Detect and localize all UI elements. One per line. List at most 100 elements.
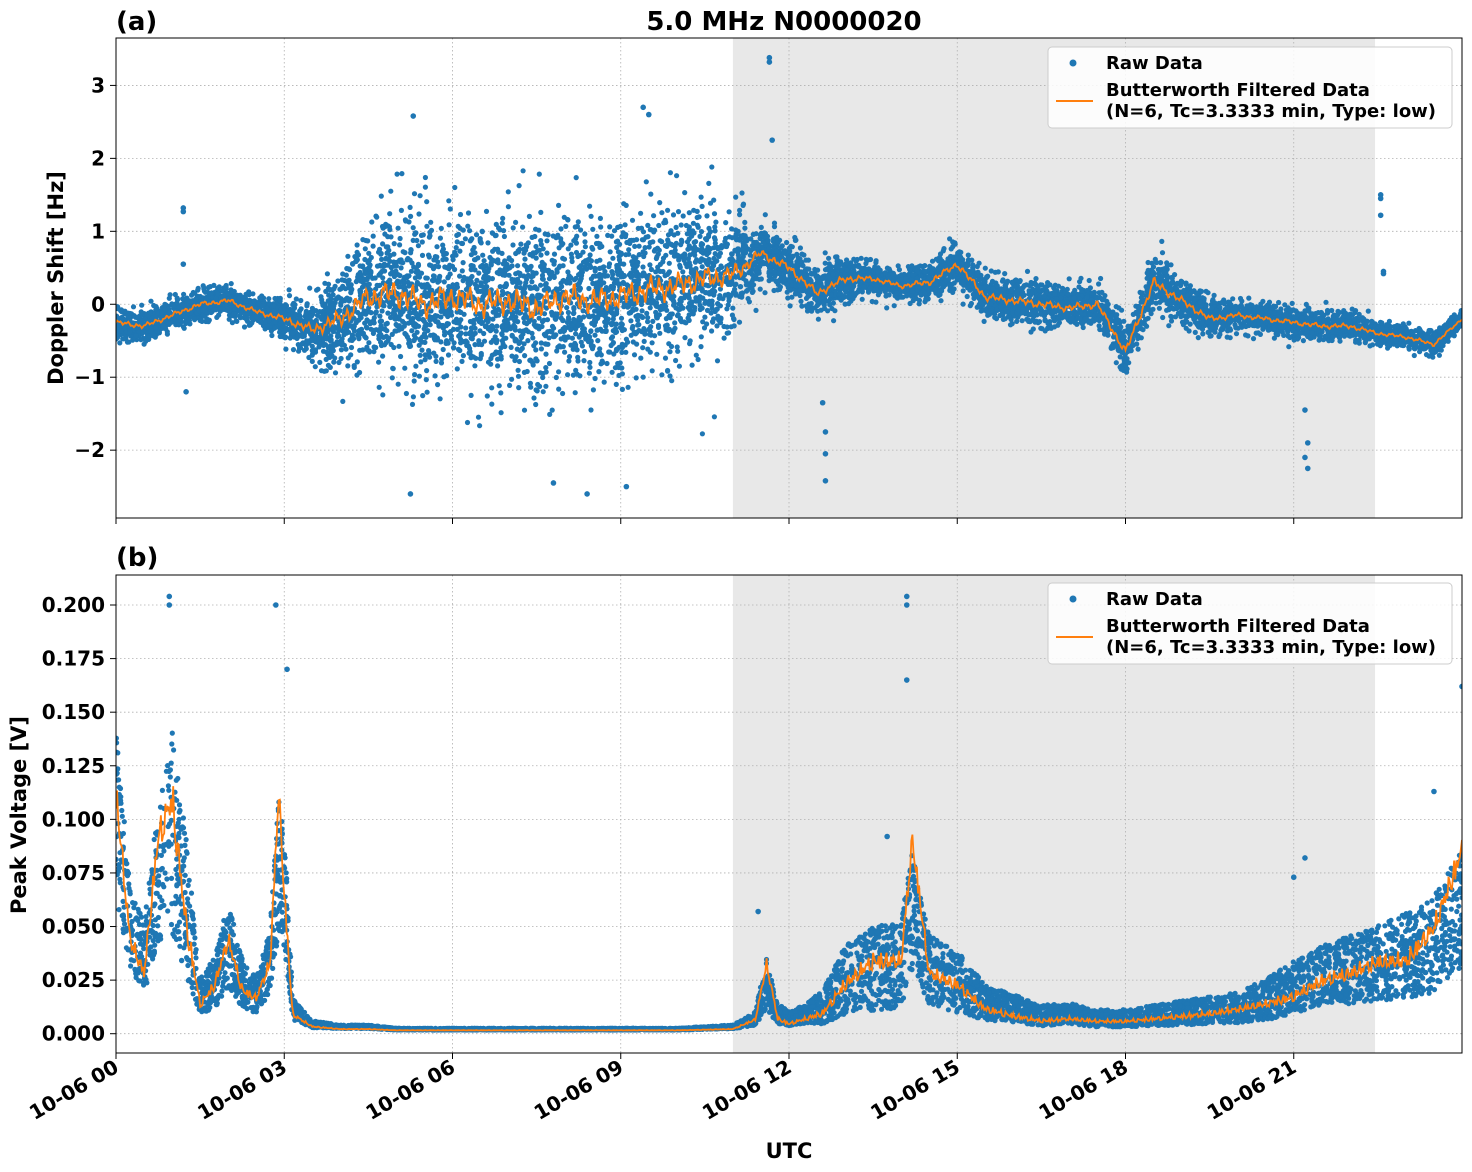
raw-data-point [533,401,539,408]
raw-data-point [981,318,987,324]
raw-data-point [1066,276,1072,282]
raw-data-point [976,260,982,266]
raw-data-point [446,198,452,204]
raw-data-point [631,352,638,358]
raw-data-point [884,265,891,271]
raw-data-point [964,293,970,300]
raw-data-point [687,252,693,258]
raw-data-point [354,359,360,365]
raw-data-point [509,332,515,338]
raw-data-point [468,353,474,359]
raw-data-point [618,315,625,321]
raw-data-point [884,305,890,311]
raw-data-point [675,230,681,236]
raw-data-point [598,224,604,230]
raw-data-point [602,268,608,275]
raw-data-point [646,331,653,337]
raw-data-point [387,211,393,217]
raw-data-point [581,349,588,355]
raw-data-point [1086,277,1092,284]
raw-data-point [377,313,383,319]
raw-data-point [467,228,473,234]
raw-data-point [437,235,443,241]
raw-data-point [663,252,669,258]
raw-data-point [674,173,680,179]
raw-data-point [380,353,386,359]
raw-data-point [556,386,562,392]
raw-data-point [1200,331,1206,337]
raw-data-point [424,368,430,374]
raw-data-point [638,355,644,361]
raw-data-point [858,255,864,261]
raw-data-point [657,238,663,244]
raw-data-point [676,363,683,369]
raw-data-point [689,362,695,368]
raw-data-point [691,207,697,213]
raw-data-point [1203,288,1209,294]
raw-data-point [646,326,652,332]
raw-data-point [822,260,828,266]
raw-data-point [328,333,334,339]
raw-data-point [530,270,536,276]
raw-data-point [312,364,318,370]
raw-data-point [324,271,330,277]
raw-data-point [556,369,562,375]
raw-data-point [500,215,506,221]
raw-data-point [883,293,889,299]
raw-data-point [201,285,207,291]
raw-data-point [565,309,572,316]
raw-data-point [709,164,715,170]
raw-data-point [1033,276,1039,282]
raw-data-point [499,323,505,329]
raw-data-point [797,292,803,299]
raw-data-point [822,250,828,256]
raw-data-point [481,330,487,337]
raw-data-point [414,279,420,286]
raw-data-point [578,263,584,269]
raw-data-point [712,224,718,230]
raw-data-point [509,376,515,382]
raw-data-point [647,305,653,311]
raw-data-point [668,343,675,350]
raw-data-point [460,353,466,359]
raw-data-point [492,351,498,357]
raw-data-point [706,180,712,186]
raw-data-point [594,233,600,239]
raw-data-point [441,332,448,338]
raw-data-point [313,317,319,323]
raw-data-point [438,225,444,231]
raw-data-point [354,242,360,248]
raw-data-point [815,316,822,322]
raw-data-point [437,396,443,402]
raw-data-point [427,322,433,328]
raw-data-point [771,287,777,294]
raw-data-point [587,359,593,366]
raw-data-point [411,191,418,197]
raw-data-point [645,346,651,352]
raw-data-point [700,319,706,325]
raw-data-point [657,200,663,206]
raw-data-point [497,349,503,355]
raw-data-point [721,335,727,341]
raw-data-point [290,347,297,353]
raw-data-point [231,311,237,317]
raw-data-point [473,355,479,361]
raw-data-point [495,363,501,369]
raw-data-point [376,384,382,390]
raw-data-point [424,199,430,205]
raw-data-point [421,318,427,324]
raw-data-point [675,209,682,215]
raw-data-point [704,213,710,219]
raw-data-point [411,378,417,384]
raw-data-point [477,328,483,334]
raw-data-point [640,374,646,380]
raw-data-point [604,360,610,367]
raw-data-point [670,212,677,218]
raw-data-point [479,342,485,348]
raw-data-point [563,223,569,229]
raw-data-point [713,219,719,225]
raw-data-point [520,168,526,174]
raw-data-point [1024,268,1031,274]
raw-data-point [586,285,592,292]
raw-data-point [695,356,701,363]
